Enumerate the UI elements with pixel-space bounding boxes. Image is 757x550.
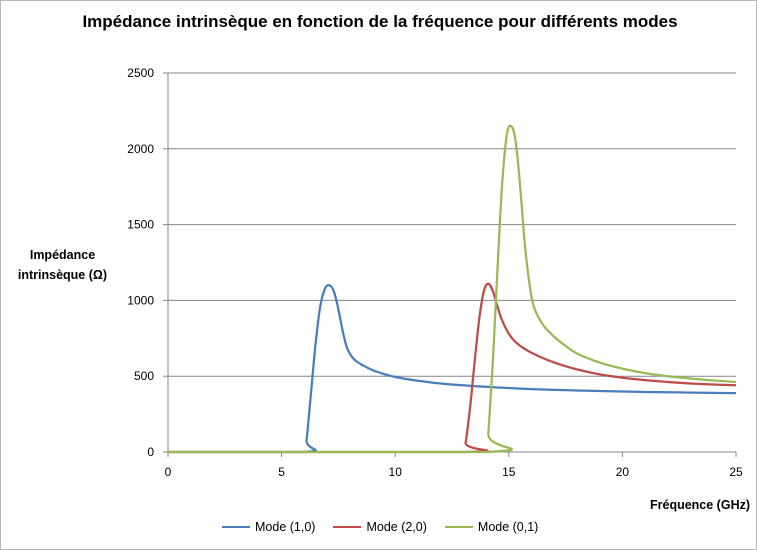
legend-label-mode-2-0: Mode (2,0): [366, 520, 427, 534]
y-tick-label: 1500: [127, 218, 154, 232]
x-tick-label: 15: [502, 465, 516, 479]
grid-lines: [168, 72, 736, 377]
y-tick-label: 500: [134, 369, 154, 383]
series-line-mode-2-0: [168, 282, 737, 454]
y-tick-labels: 0 500 1000 1500 2000 2500: [127, 66, 154, 459]
x-axis-label: Fréquence (GHz): [650, 498, 751, 512]
legend-item-mode-1-0: Mode (1,0): [222, 520, 315, 534]
series-line-mode-0-1: [168, 124, 737, 454]
x-tick-label: 5: [278, 465, 285, 479]
legend-swatch-mode-1-0: [222, 526, 250, 528]
chart-title: Impédance intrinsèque en fonction de la …: [82, 12, 678, 31]
legend-label-mode-1-0: Mode (1,0): [255, 520, 316, 534]
legend-swatch-mode-2-0: [333, 526, 362, 528]
x-tick-label: 25: [729, 465, 743, 479]
x-tick-label: 10: [389, 465, 403, 479]
x-tick-label: 20: [616, 465, 630, 479]
legend-swatch-mode-0-1: [444, 526, 473, 528]
x-tick-label: 0: [165, 465, 172, 479]
series-line-mode-1-0: [168, 283, 737, 454]
y-tick-label: 1000: [127, 293, 154, 307]
y-tick-label: 2000: [127, 142, 154, 156]
y-tick-label: 2500: [127, 66, 154, 80]
x-tick-labels: 0 5 10 15 20 25: [165, 465, 743, 479]
y-axis-label: Impédance intrinsèque (Ω): [17, 248, 108, 282]
axes: [163, 72, 737, 457]
y-tick-label: 0: [147, 445, 154, 459]
series-lines: [168, 124, 737, 454]
legend-item-mode-2-0: Mode (2,0): [333, 520, 427, 534]
legend-label-mode-0-1: Mode (0,1): [477, 520, 539, 534]
legend-item-mode-0-1: Mode (0,1): [444, 520, 539, 534]
legend: Mode (1,0) Mode (2,0) Mode (0,1): [222, 520, 538, 534]
